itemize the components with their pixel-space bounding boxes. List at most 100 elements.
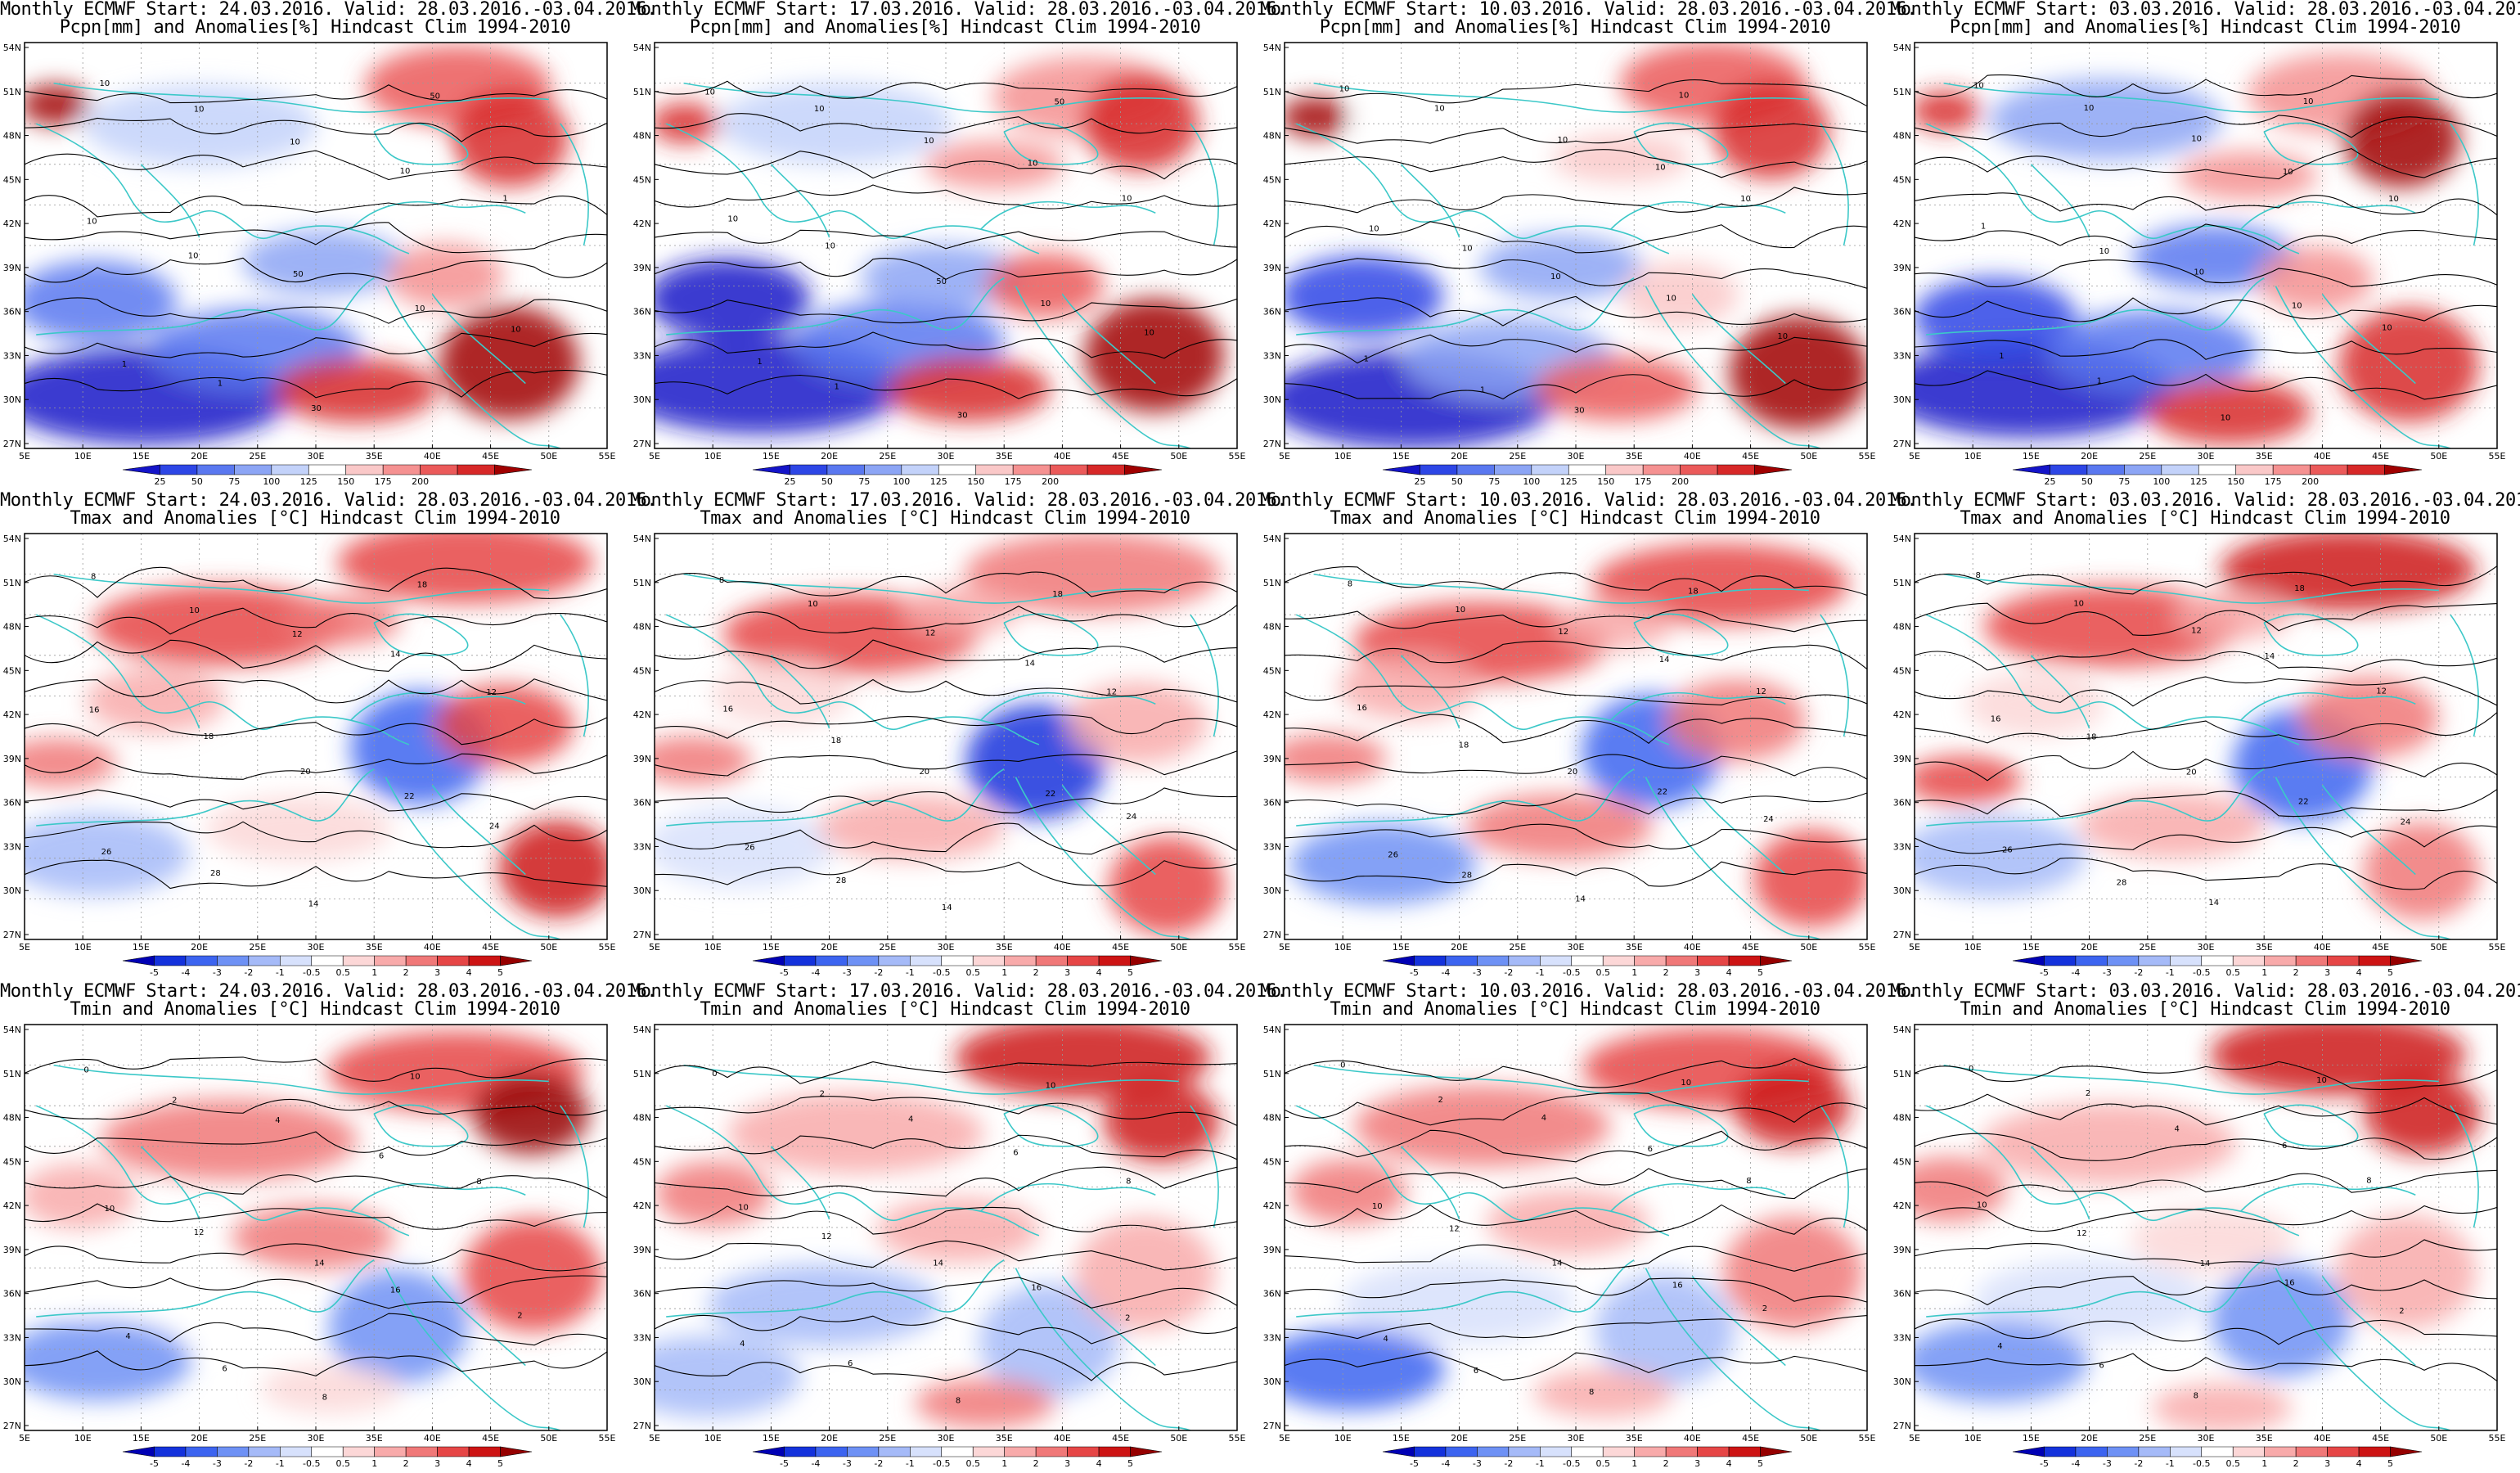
map-svg: 81012141216182022242628141854N51N48N45N4…	[633, 533, 1246, 978]
colorbar-swatch	[196, 464, 235, 475]
latitude-label: 48N	[3, 1113, 21, 1124]
colorbar-label: 3	[434, 1458, 440, 1469]
anomaly-blob	[987, 252, 1104, 318]
contour-label: 10	[194, 106, 205, 115]
contour-label: 12	[1449, 1225, 1460, 1234]
contour-label: 10	[2316, 1076, 2327, 1085]
colorbar-swatch	[2012, 955, 2045, 966]
colorbar-label: -3	[843, 967, 852, 978]
colorbar-swatch	[2327, 1446, 2360, 1457]
contour-label: 12	[1558, 628, 1568, 637]
anomaly-blob	[1285, 733, 1387, 783]
latitude-label: 45N	[3, 1156, 21, 1167]
colorbar-swatch	[1067, 955, 1100, 966]
colorbar-label: 150	[337, 476, 354, 487]
longitude-label: 35E	[1626, 1433, 1643, 1444]
contour-label: 2	[1438, 1096, 1442, 1105]
contour-label: 28	[836, 876, 847, 885]
contour-label: 2	[1762, 1304, 1767, 1313]
longitude-label: 10E	[1334, 451, 1352, 462]
contour-label: 8	[956, 1397, 961, 1406]
forecast-panel: Monthly ECMWF Start: 03.03.2016. Valid: …	[1890, 491, 2520, 982]
longitude-label: 40E	[1684, 942, 1701, 953]
longitude-label: 25E	[879, 1433, 896, 1444]
colorbar-label: -5	[2040, 1458, 2049, 1469]
longitude-label: 40E	[1054, 942, 1071, 953]
latitude-label: 30N	[1263, 394, 1281, 405]
colorbar-swatch	[1602, 955, 1635, 966]
anomaly-blob	[1103, 1081, 1220, 1163]
contour-label: 10	[2073, 599, 2084, 608]
map-svg: 10 10 10 10 10 10 10 50 10 10 1 1 30 50 54N 51N 48N 45N 42…	[633, 42, 1246, 487]
longitude-label: 40E	[2314, 942, 2331, 953]
contours	[655, 80, 1237, 399]
longitude-label: 10E	[704, 942, 722, 953]
contour-label: 18	[831, 736, 842, 746]
latitude-label: 54N	[1893, 43, 1911, 53]
colorbar-swatch	[1004, 1446, 1037, 1457]
colorbar-swatch	[154, 1446, 187, 1457]
anomaly-blob	[655, 1336, 801, 1417]
contour-label: 0	[83, 1065, 88, 1074]
panel-subtitle: Pcpn[mm] and Anomalies[%] Hindcast Clim …	[1319, 17, 1831, 38]
latitude-label: 27N	[1263, 439, 1281, 449]
longitude-label: 40E	[424, 451, 441, 462]
colorbar-swatch	[2327, 955, 2360, 966]
anomaly-blob	[1983, 585, 2240, 668]
longitude-label: 50E	[1800, 1433, 1817, 1444]
anomaly-blob	[25, 1319, 192, 1401]
map-svg: 024681012141624681054N51N48N45N42N39N36N…	[633, 1024, 1246, 1469]
longitude-label: 55E	[599, 1433, 616, 1444]
contour-label: 10	[1777, 332, 1788, 341]
latitude-label: 48N	[633, 131, 651, 142]
colorbar-swatch	[468, 1446, 501, 1457]
graticule	[25, 43, 607, 448]
longitude-label: 30E	[2198, 1433, 2215, 1444]
coastline	[1295, 1064, 1849, 1430]
contour-label: 18	[417, 580, 428, 589]
anomaly-blob	[2078, 793, 2266, 858]
panel-title: Monthly ECMWF Start: 17.03.2016. Valid: …	[630, 981, 1287, 1002]
colorbar-label: 150	[1597, 476, 1614, 487]
longitude-label: 25E	[249, 1433, 266, 1444]
longitude-label: 55E	[2489, 451, 2506, 462]
latitude-label: 51N	[1893, 578, 1911, 588]
contour-labels: 0 2 4 6 8 10 12 14 16 2 4 6 8 10	[83, 1065, 522, 1402]
colorbar-swatch	[217, 955, 250, 966]
longitude-label: 45E	[1112, 942, 1129, 953]
contour-label: 12	[2077, 1229, 2087, 1238]
contour-label: 2	[2399, 1307, 2404, 1316]
contour-label: 14	[390, 651, 401, 660]
longitude-label: 45E	[482, 942, 499, 953]
contour-label: 2	[820, 1090, 825, 1099]
contour-label: 1	[218, 380, 223, 389]
colorbar-label: 1	[1001, 1458, 1007, 1469]
contour-label: 8	[2366, 1176, 2371, 1185]
latitude-label: 48N	[1263, 622, 1281, 633]
map-svg: 10 10 10 10 10 10 10 10 10 10 1 1 30 10 54N 51N 48N 45N 42…	[1263, 42, 1876, 487]
contour-label: 10	[2303, 97, 2314, 106]
colorbar-label: 25	[2044, 476, 2055, 487]
colorbar-label: 25	[1414, 476, 1425, 487]
colorbar-label: 75	[858, 476, 870, 487]
longitude-label: 15E	[1393, 1433, 1410, 1444]
colorbar-swatch	[2012, 464, 2050, 475]
longitude-label: 35E	[996, 942, 1013, 953]
contour-label: 20	[300, 768, 311, 777]
contours	[655, 1061, 1237, 1381]
colorbar-swatch	[1130, 1446, 1163, 1457]
anomaly-blob	[1289, 1159, 1407, 1224]
forecast-panel: Monthly ECMWF Start: 17.03.2016. Valid: …	[630, 491, 1287, 982]
anomaly-blob	[274, 358, 438, 423]
contour-label: 16	[1357, 704, 1367, 713]
colorbar-swatch	[1605, 464, 1644, 475]
colorbar-label: -1	[2166, 1458, 2175, 1469]
latitude-label: 51N	[633, 87, 651, 97]
colorbar: 25 50 75 100 125 150 175 200	[752, 464, 1163, 487]
contour-label: 20	[919, 768, 929, 777]
latitude-label: 39N	[1893, 1245, 1911, 1255]
contour-label: 8	[1348, 579, 1352, 588]
colorbar-label: 50	[191, 476, 203, 487]
map-svg: 81012141216182022242628141854N51N48N45N4…	[1893, 533, 2506, 978]
longitude-label: 50E	[540, 942, 557, 953]
